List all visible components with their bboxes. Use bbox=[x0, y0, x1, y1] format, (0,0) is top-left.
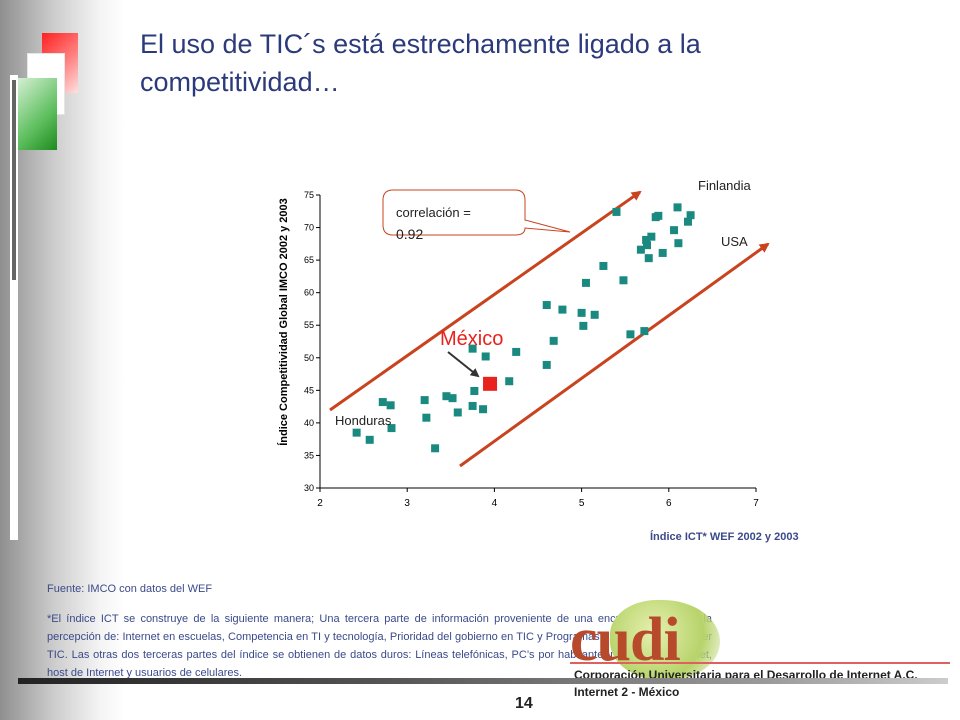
data-point bbox=[683, 217, 692, 226]
y-tick-label: 50 bbox=[304, 353, 314, 363]
mexico-pointer-arrow bbox=[447, 351, 480, 378]
data-point bbox=[558, 305, 567, 314]
methodology-note: *El índice ICT se construye de la siguie… bbox=[47, 613, 712, 679]
data-points bbox=[352, 203, 695, 453]
data-point bbox=[387, 424, 396, 433]
cudi-logo: cudi bbox=[570, 606, 681, 674]
label-finlandia: Finlandia bbox=[698, 178, 752, 193]
vertical-shadow-decoration bbox=[12, 80, 16, 280]
upper-trend-arrow bbox=[329, 190, 642, 412]
y-tick-label: 45 bbox=[304, 385, 314, 395]
data-point bbox=[431, 444, 440, 453]
data-point bbox=[581, 278, 590, 287]
data-point bbox=[626, 330, 635, 339]
correlation-text-line1: correlación = bbox=[396, 205, 471, 220]
label-usa: USA bbox=[721, 234, 748, 249]
logo-blob bbox=[610, 600, 720, 680]
page-number: 14 bbox=[515, 695, 533, 712]
data-point bbox=[647, 232, 656, 241]
y-tick-label: 60 bbox=[304, 288, 314, 298]
data-point bbox=[673, 203, 682, 212]
source-note: Fuente: IMCO con datos del WEF bbox=[47, 583, 213, 595]
mexico-data-point bbox=[483, 376, 498, 391]
data-point bbox=[481, 352, 490, 361]
data-point bbox=[658, 248, 667, 257]
data-point bbox=[577, 308, 586, 317]
y-tick-label: 40 bbox=[304, 418, 314, 428]
correlation-text-line2: 0.92 bbox=[396, 226, 423, 242]
data-point bbox=[670, 226, 679, 235]
data-point bbox=[512, 347, 521, 356]
data-point bbox=[549, 336, 558, 345]
x-tick-label: 3 bbox=[404, 498, 410, 509]
green-square-decoration bbox=[17, 78, 57, 150]
data-point bbox=[422, 413, 431, 422]
data-point bbox=[654, 211, 663, 220]
data-point bbox=[352, 428, 361, 437]
data-point bbox=[674, 239, 683, 248]
data-point bbox=[640, 327, 649, 336]
correlation-callout bbox=[382, 189, 571, 236]
organization-subtitle: Internet 2 - México bbox=[574, 685, 680, 699]
x-tick-label: 6 bbox=[666, 498, 672, 509]
data-point bbox=[420, 396, 429, 405]
y-axis-label: Índice Competitividad Global IMCO 2002 y… bbox=[277, 198, 290, 446]
data-point bbox=[378, 398, 387, 407]
data-point bbox=[479, 405, 488, 414]
y-tick-label: 75 bbox=[304, 190, 314, 200]
y-tick-label: 65 bbox=[304, 255, 314, 265]
data-point bbox=[505, 377, 514, 386]
data-point bbox=[619, 276, 628, 285]
data-point bbox=[468, 344, 477, 353]
chart-axes bbox=[319, 195, 756, 489]
y-tick-label: 55 bbox=[304, 320, 314, 330]
data-point bbox=[386, 401, 395, 410]
data-point bbox=[448, 394, 457, 403]
x-tick-label: 5 bbox=[579, 498, 585, 509]
data-point bbox=[579, 321, 588, 330]
x-tick-label: 7 bbox=[753, 498, 759, 509]
data-point bbox=[643, 241, 651, 250]
data-point bbox=[442, 392, 451, 401]
data-point bbox=[590, 310, 599, 319]
y-ticks: 30 35 40 45 50 55 60 65 70 75 bbox=[304, 190, 320, 493]
data-point bbox=[542, 360, 551, 369]
x-tick-label: 4 bbox=[492, 498, 498, 509]
data-point bbox=[599, 261, 608, 270]
data-point bbox=[612, 207, 621, 216]
x-axis-label: Índice ICT* WEF 2002 y 2003 bbox=[650, 530, 799, 543]
data-point bbox=[642, 235, 651, 244]
x-ticks: 2 3 4 5 6 7 bbox=[317, 488, 759, 509]
vertical-bar-decoration bbox=[10, 75, 18, 540]
y-tick-label: 35 bbox=[304, 450, 314, 460]
y-tick-label: 30 bbox=[304, 483, 314, 493]
footer-red-line bbox=[570, 662, 950, 664]
title-line-2: competitividad… bbox=[140, 67, 340, 97]
correlation-text: correlación = 0.92 bbox=[396, 205, 471, 242]
slide-title: El uso de TIC´s está estrechamente ligad… bbox=[140, 25, 790, 101]
x-tick-label: 2 bbox=[317, 498, 323, 509]
data-point bbox=[636, 245, 645, 254]
y-tick-label: 70 bbox=[304, 223, 314, 233]
data-point bbox=[470, 386, 479, 395]
footer-dark-line bbox=[18, 678, 948, 684]
title-line-1: El uso de TIC´s está estrechamente ligad… bbox=[140, 29, 701, 59]
data-point bbox=[644, 254, 653, 263]
label-mexico: México bbox=[440, 328, 503, 350]
data-point bbox=[542, 301, 551, 310]
label-honduras: Honduras bbox=[335, 413, 392, 428]
data-point bbox=[453, 408, 462, 417]
lower-trend-arrow bbox=[459, 242, 770, 468]
data-point bbox=[686, 211, 695, 220]
data-point bbox=[365, 435, 374, 444]
data-point bbox=[468, 401, 477, 410]
